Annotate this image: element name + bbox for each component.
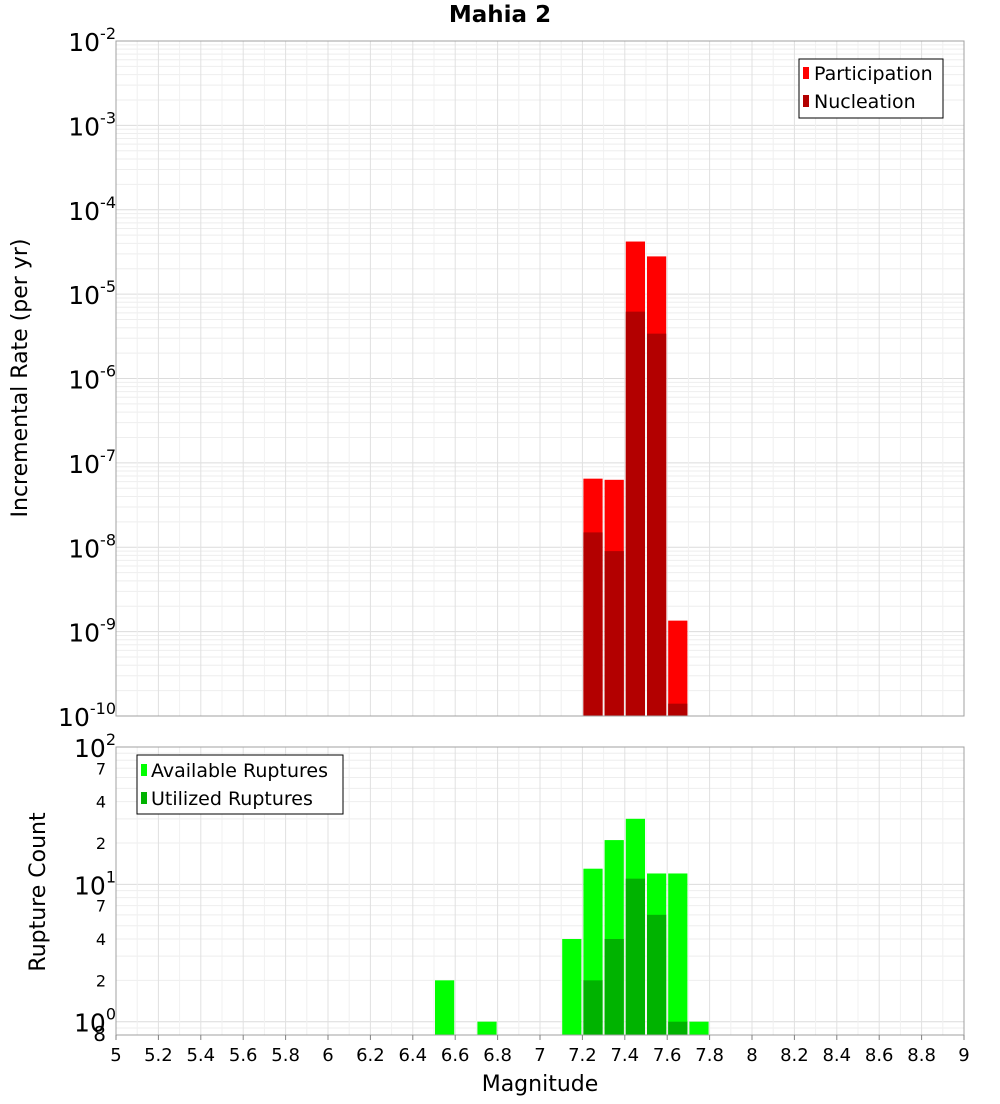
x-tick-label: 5: [110, 1045, 121, 1066]
x-tick-label: 6.6: [441, 1045, 470, 1066]
plot-frame: [115, 40, 965, 717]
rate-nucleation-bar: [668, 703, 688, 716]
bottom-y-minor-tick-label: 4: [96, 793, 106, 812]
x-tick-label: 7.8: [695, 1045, 724, 1066]
count-utilized-ruptures-bar: [625, 878, 645, 1035]
rate-participation-bar: [668, 620, 688, 716]
x-tick-label: 5.6: [229, 1045, 258, 1066]
rate-nucleation-bar: [625, 311, 645, 716]
count-available-ruptures-bar: [668, 873, 688, 1035]
x-tick-label: 8: [746, 1045, 757, 1066]
legend-swatch: [803, 95, 809, 107]
bottom-y-axis-label: Rupture Count: [26, 812, 51, 972]
legend-label: Participation: [814, 63, 933, 85]
bottom-y-tick-label: 100: [74, 1005, 116, 1038]
x-tick-label: 8.2: [780, 1045, 809, 1066]
top-y-tick-label: 10-9: [68, 615, 116, 648]
bottom-y-tick-label: 102: [74, 730, 116, 763]
bottom-y-minor-tick-label: 2: [96, 834, 106, 853]
legend-label: Available Ruptures: [151, 760, 328, 782]
top-y-tick-label: 10-5: [68, 277, 116, 310]
bottom-y-minor-tick-label: 7: [96, 759, 106, 778]
count-utilized-ruptures-bar: [604, 939, 624, 1035]
top-y-tick-label: 10-4: [68, 193, 116, 226]
bottom-y-minor-tick-label: 4: [96, 930, 106, 949]
x-tick-label: 8.4: [822, 1045, 851, 1066]
top-y-tick-label: 10-6: [68, 362, 116, 395]
legend-swatch: [141, 792, 147, 804]
top-y-tick-label: 10-3: [68, 108, 116, 141]
count-utilized-ruptures-bar: [583, 980, 603, 1035]
x-tick-label: 6.8: [483, 1045, 512, 1066]
legend-swatch: [803, 67, 809, 79]
x-tick-label: 5.2: [144, 1045, 173, 1066]
rate-nucleation-bar: [604, 551, 624, 716]
bottom-y-tick-label: 101: [74, 867, 116, 900]
x-tick-label: 7.2: [568, 1045, 597, 1066]
top-y-axis-label: Incremental Rate (per yr): [8, 239, 33, 518]
bottom-y-minor-tick-label: 2: [96, 971, 106, 990]
top-y-tick-label: 10-7: [68, 446, 116, 479]
x-tick-label: 7.4: [610, 1045, 639, 1066]
x-tick-label: 6.4: [398, 1045, 427, 1066]
rate-nucleation-bar: [583, 532, 603, 716]
x-tick-label: 7.6: [653, 1045, 682, 1066]
x-axis: 5 5.2 5.4 5.6 5.8 6 6.2 6.4 6.6 6.8 7 7.2 7.4 7.6 7.8 8…: [110, 1035, 970, 1066]
rate-nucleation-bar: [647, 333, 667, 716]
bottom-y-minor-tick-label: 8: [93, 1022, 106, 1046]
x-tick-label: 6: [322, 1045, 333, 1066]
top-legend: Participation Nucleation: [798, 58, 944, 119]
count-utilized-ruptures-bar: [668, 1021, 688, 1035]
top-y-tick-label: 10-8: [68, 530, 116, 563]
top-y-tick-label: 10-2: [68, 24, 116, 57]
count-available-ruptures-bar: [689, 1021, 709, 1035]
top-y-tick-label: 10-10: [58, 699, 116, 732]
count-available-ruptures-bar: [477, 1021, 497, 1035]
bottom-plot: 100 101 102 8 2 4 7 2 4 7 Available Ruptures Utiliz…: [74, 730, 965, 1046]
x-tick-label: 7: [534, 1045, 545, 1066]
top-plot: 10-10 10-9 10-8 10-7 10-6 10-5 10-4 10-3 10-2 Par…: [58, 24, 965, 732]
count-available-ruptures-bar: [435, 980, 455, 1035]
bottom-legend: Available Ruptures Utilized Ruptures: [136, 754, 344, 815]
x-axis-label: Magnitude: [482, 1072, 599, 1097]
legend-label: Utilized Ruptures: [151, 788, 313, 810]
count-utilized-ruptures-bar: [647, 914, 667, 1035]
count-available-ruptures-bar: [562, 939, 582, 1035]
x-tick-label: 6.2: [356, 1045, 385, 1066]
x-tick-label: 8.8: [907, 1045, 936, 1066]
x-tick-label: 5.8: [271, 1045, 300, 1066]
legend-swatch: [141, 764, 147, 776]
x-tick-label: 9: [958, 1045, 969, 1066]
x-tick-label: 8.6: [865, 1045, 894, 1066]
legend-label: Nucleation: [814, 91, 916, 113]
bottom-y-minor-tick-label: 7: [96, 897, 106, 916]
x-tick-label: 5.4: [186, 1045, 215, 1066]
chart-title: Mahia 2: [449, 2, 551, 28]
